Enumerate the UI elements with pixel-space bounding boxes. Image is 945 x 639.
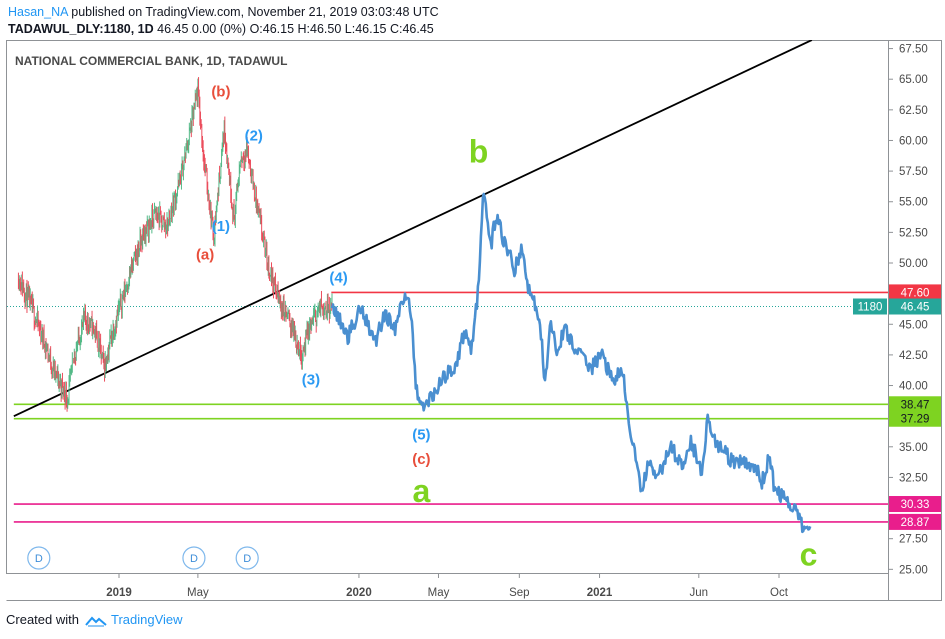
level-tag-bg: [889, 396, 941, 413]
level-tag-bg: [889, 284, 941, 301]
level-tag-label: 37.29: [901, 414, 930, 426]
wave-label: (3): [302, 371, 320, 388]
y-tick-label: 25.00: [899, 564, 928, 576]
published-text: published on TradingView.com, November 2…: [71, 5, 439, 19]
y-tick-label: 45.00: [899, 319, 928, 331]
author-link[interactable]: Hasan_NA: [8, 5, 68, 19]
wave-label: (1): [212, 218, 230, 235]
x-tick-label: 2019: [106, 587, 132, 599]
price-axis: 67.50 65.00 62.50 60.00 57.50 55.00 52.50 50.00…: [888, 44, 928, 576]
trendline-line: [13, 40, 813, 417]
dividend-marker: [182, 546, 206, 570]
x-tick-label: 2021: [587, 587, 613, 599]
level-tag-label: 47.60: [901, 287, 930, 299]
time-axis: 2019 May 2020 May Sep 2021 Jun Oct: [106, 573, 789, 599]
y-tick-label: 35.00: [899, 442, 928, 454]
dividend-marker-label: D: [190, 553, 198, 565]
level-tag-label: 30.33: [901, 499, 930, 511]
wave-label: a: [412, 473, 430, 509]
wave-label: (4): [329, 270, 347, 287]
last-price-value: 46.45: [901, 302, 930, 314]
created-with-text: Created with: [6, 612, 79, 627]
trendline: [13, 40, 813, 417]
price-candles: [17, 77, 333, 412]
wave-label: c: [800, 537, 818, 573]
x-tick-label: May: [428, 587, 450, 599]
x-tick-label: 2020: [346, 587, 372, 599]
symbol-tag-bg: [853, 298, 887, 315]
y-tick-label: 52.50: [899, 227, 928, 239]
wave-label: (c): [412, 451, 430, 468]
level-tag-label: 28.87: [901, 517, 930, 529]
projection-path: [330, 192, 812, 534]
tradingview-logo-icon: [85, 616, 107, 627]
wave-label: (b): [211, 83, 230, 100]
y-tick-label: 27.50: [899, 534, 928, 546]
y-tick-label: 32.50: [899, 472, 928, 484]
y-tick-label: 57.50: [899, 166, 928, 178]
level-tag-bg: [889, 513, 941, 530]
publish-info: Hasan_NA published on TradingView.com, N…: [8, 5, 439, 19]
symbol-label: TADAWUL_DLY:1180, 1D: [8, 22, 154, 36]
price-change: 46.45 0.00 (0%): [157, 22, 247, 36]
projection-line: [330, 192, 812, 534]
y-tick-label: 42.50: [899, 350, 928, 362]
chart-title: NATIONAL COMMERCIAL BANK, 1D, TADAWUL: [15, 54, 287, 68]
wave-label: (2): [245, 127, 263, 144]
y-tick-label: 40.00: [899, 381, 928, 393]
dividend-marker-label: D: [35, 553, 43, 565]
chart-frame: [6, 40, 889, 574]
wave-label: (a): [196, 246, 214, 263]
dividend-marker: [235, 546, 259, 570]
wave-labels: (b) (2) (1) (a) (3) (4) (5) (c) a b c: [196, 83, 818, 572]
x-tick-label: Sep: [509, 587, 529, 599]
footer: Created with TradingView: [6, 612, 183, 627]
symbol-info: TADAWUL_DLY:1180, 1D 46.45 0.00 (0%) O:4…: [8, 22, 434, 36]
y-tick-label: 55.00: [899, 197, 928, 209]
y-tick-label: 65.00: [899, 74, 928, 86]
y-tick-label: 67.50: [899, 44, 928, 56]
y-tick-label: 62.50: [899, 105, 928, 117]
price-tags: 47.60 38.47 37.29 30.33 28.87 46.45 1180: [853, 284, 941, 530]
x-tick-label: May: [187, 587, 209, 599]
last-price-tag-bg: [889, 298, 941, 315]
ohlc-values: O:46.15 H:46.50 L:46.15 C:46.45: [249, 22, 434, 36]
wave-label: (5): [412, 426, 430, 443]
y-tick-label: 50.00: [899, 258, 928, 270]
level-tag-bg: [889, 496, 941, 513]
x-tick-label: Jun: [690, 587, 709, 599]
dividend-marker-label: D: [243, 553, 251, 565]
level-tag-bg: [889, 410, 941, 427]
horizontal-levels: [7, 291, 888, 523]
level-tag-label: 38.47: [901, 399, 930, 411]
price-chart[interactable]: NATIONAL COMMERCIAL BANK, 1D, TADAWUL 67…: [0, 40, 945, 605]
wave-label: b: [469, 134, 489, 170]
symbol-tag-label: 1180: [858, 302, 883, 314]
x-tick-label: Oct: [770, 587, 789, 599]
y-tick-label: 60.00: [899, 135, 928, 147]
tradingview-brand[interactable]: TradingView: [110, 612, 183, 627]
dividend-marker: [27, 546, 51, 570]
